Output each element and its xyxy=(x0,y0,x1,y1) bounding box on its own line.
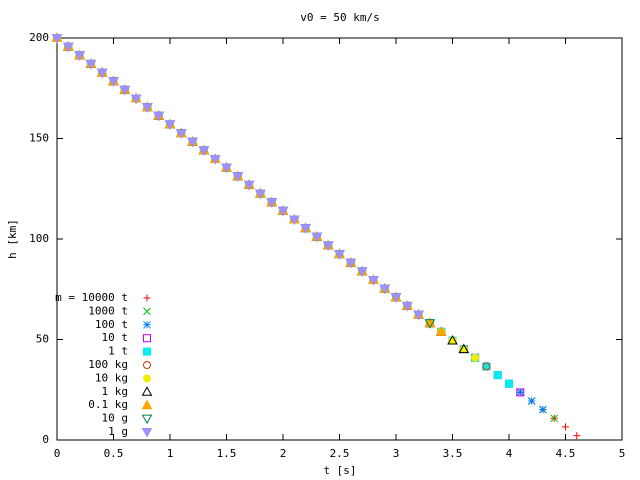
legend-marker xyxy=(141,386,153,396)
y-tick-label: 100 xyxy=(29,232,49,245)
x-tick-label: 1 xyxy=(167,447,174,460)
x-tick-label: 2.5 xyxy=(330,447,350,460)
legend-label: 100 t xyxy=(95,318,128,331)
legend-marker xyxy=(143,320,151,329)
point xyxy=(424,319,436,329)
point xyxy=(435,326,447,336)
legend-marker xyxy=(143,347,151,356)
point xyxy=(142,103,153,113)
point xyxy=(300,224,311,234)
y-tick-label: 200 xyxy=(29,31,49,44)
legend-label: 100 kg xyxy=(88,358,128,371)
point xyxy=(379,284,391,295)
legend-marker xyxy=(143,374,151,383)
x-tick-label: 0 xyxy=(54,447,61,460)
legend-marker xyxy=(143,334,151,343)
point xyxy=(187,137,198,148)
chart-title: v0 = 50 km/s xyxy=(300,11,379,24)
point xyxy=(311,232,323,243)
y-tick-label: 50 xyxy=(36,333,49,346)
point xyxy=(356,267,368,277)
point xyxy=(266,198,278,208)
point xyxy=(62,42,74,53)
legend-marker xyxy=(141,428,153,438)
point xyxy=(322,241,334,251)
point xyxy=(390,293,402,303)
legend-label: 1000 t xyxy=(88,304,128,317)
point xyxy=(345,258,357,269)
point xyxy=(413,310,424,321)
x-tick-label: 5 xyxy=(619,447,626,460)
point xyxy=(108,77,119,87)
point xyxy=(527,397,536,405)
point xyxy=(447,334,458,345)
point xyxy=(153,111,165,122)
y-axis-label: h [km] xyxy=(6,219,19,259)
point xyxy=(368,276,379,286)
x-tick-label: 3 xyxy=(393,447,400,460)
legend-marker xyxy=(143,361,151,369)
point xyxy=(493,371,502,380)
x-tick-label: 2 xyxy=(280,447,287,460)
y-tick-label: 150 xyxy=(29,132,49,145)
point xyxy=(539,405,547,414)
legend-marker xyxy=(143,307,151,316)
point xyxy=(288,215,300,226)
legend-label: 0.1 kg xyxy=(88,398,128,411)
legend-label: m = 10000 t xyxy=(55,291,128,304)
point xyxy=(51,34,63,44)
point xyxy=(471,353,480,362)
legend-label: 10 g xyxy=(102,412,129,425)
legend-label: 1 t xyxy=(108,345,128,358)
point xyxy=(573,432,581,440)
point xyxy=(243,180,255,191)
x-tick-label: 0.5 xyxy=(104,447,124,460)
point xyxy=(221,163,232,174)
y-tick-label: 0 xyxy=(42,433,49,446)
legend-label: 1 g xyxy=(108,425,128,438)
x-tick-label: 4 xyxy=(506,447,513,460)
legend-marker xyxy=(141,399,153,410)
x-tick-label: 4.5 xyxy=(556,447,576,460)
x-tick-label: 1.5 xyxy=(217,447,237,460)
point xyxy=(482,362,491,371)
legend-label: 1 kg xyxy=(102,385,129,398)
point xyxy=(164,120,176,130)
point xyxy=(562,423,569,431)
point xyxy=(516,388,525,397)
point xyxy=(96,68,108,79)
point xyxy=(119,85,131,96)
legend-label: 10 t xyxy=(102,331,129,344)
point xyxy=(255,189,266,200)
point xyxy=(550,414,559,423)
point xyxy=(401,301,413,312)
x-axis-label: t [s] xyxy=(323,464,356,477)
point xyxy=(209,155,221,165)
point xyxy=(85,59,97,70)
point xyxy=(458,343,470,354)
point xyxy=(74,51,85,61)
point xyxy=(277,206,289,217)
legend-label: 10 kg xyxy=(95,371,128,384)
point xyxy=(130,94,142,105)
point xyxy=(175,129,187,139)
x-tick-label: 3.5 xyxy=(443,447,463,460)
legend-marker xyxy=(141,414,153,425)
point xyxy=(516,388,525,397)
point xyxy=(334,250,345,260)
point xyxy=(198,146,210,156)
legend-marker xyxy=(143,294,151,302)
point xyxy=(232,172,244,182)
point xyxy=(505,379,513,388)
